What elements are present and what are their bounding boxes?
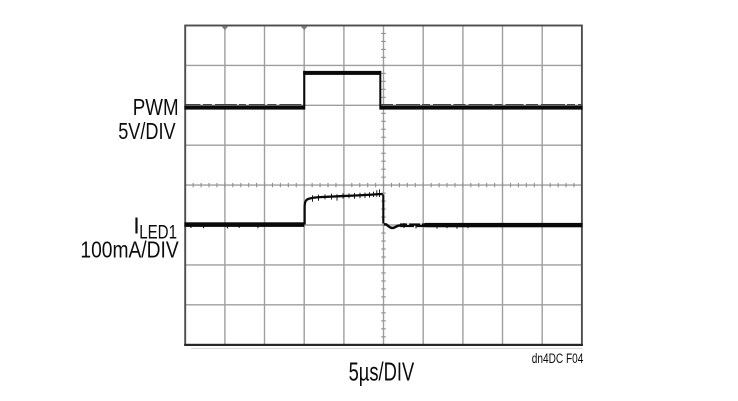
svg-text:PWM: PWM (133, 94, 179, 120)
svg-text:5µs/DIV: 5µs/DIV (349, 358, 415, 386)
svg-text:100mA/DIV: 100mA/DIV (80, 237, 179, 263)
svg-text:5V/DIV: 5V/DIV (118, 118, 176, 144)
svg-text:LED1: LED1 (139, 221, 177, 243)
svg-text:dn4DC F04: dn4DC F04 (532, 351, 584, 366)
svg-text:I: I (133, 213, 139, 239)
